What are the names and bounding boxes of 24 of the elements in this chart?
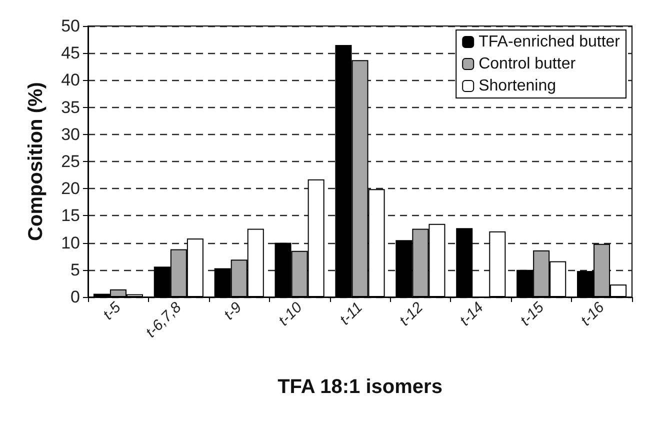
y-tick-label: 40 <box>61 70 80 90</box>
x-tick-label: t-15 <box>517 298 548 330</box>
x-axis-title: TFA 18:1 isomers <box>278 376 442 398</box>
y-tick-label: 45 <box>61 44 80 63</box>
y-tick-label: 35 <box>61 98 80 117</box>
x-tick-label: t-12 <box>396 298 427 330</box>
y-tick-label: 5 <box>70 260 80 280</box>
legend-label: Control butter <box>478 56 576 72</box>
legend-label: TFA-enriched butter <box>478 34 621 50</box>
x-tick-label: t-10 <box>275 298 306 330</box>
y-axis-title: Composition (%) <box>25 82 47 241</box>
legend-label: Shortening <box>478 78 556 94</box>
y-tick-label: 0 <box>70 288 80 306</box>
x-tick-label: t-11 <box>336 298 366 328</box>
y-tick-label: 25 <box>61 152 80 171</box>
y-tick-label: 10 <box>61 233 80 252</box>
x-tick-label: t-14 <box>456 298 487 330</box>
y-tick-label: 50 <box>61 16 80 36</box>
x-tick-label: t-5 <box>100 298 125 324</box>
y-tick-label: 15 <box>61 206 80 226</box>
x-tick-label: t-9 <box>220 298 246 324</box>
x-tick-label: t-16 <box>578 298 608 330</box>
y-tick-label: 20 <box>61 179 80 198</box>
y-tick-label: 30 <box>61 124 80 144</box>
